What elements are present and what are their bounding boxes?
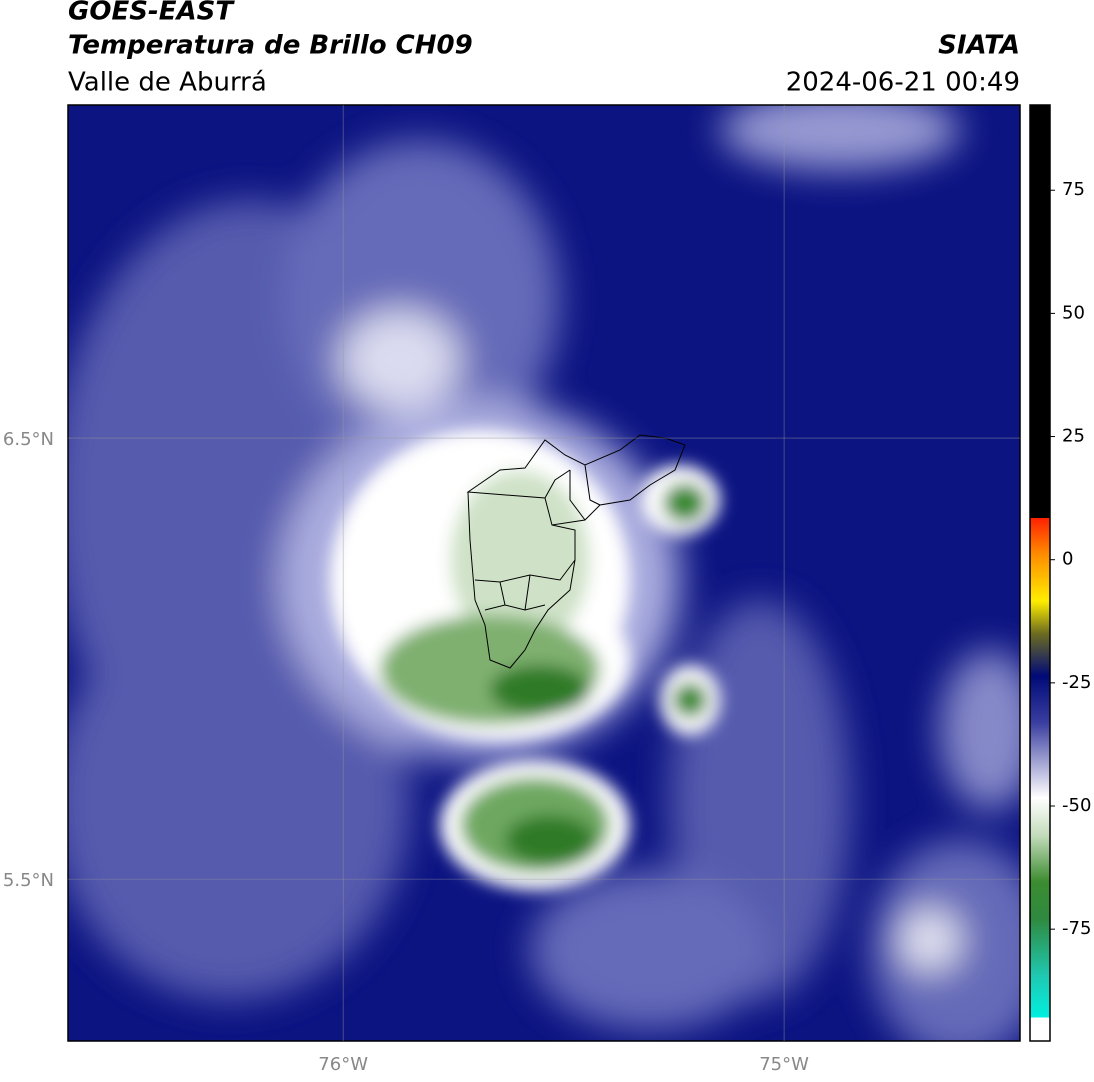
satellite-image xyxy=(68,105,1020,1041)
colorbar-tick-label: -25 xyxy=(1062,672,1091,693)
colorbar-tick-label: 75 xyxy=(1062,179,1085,200)
x-tick-label: 76°W xyxy=(318,1054,368,1075)
y-tick-label: 6.5°N xyxy=(3,429,54,450)
colorbar-tick-label: 50 xyxy=(1062,302,1085,323)
region: Valle de Aburrá xyxy=(68,68,267,98)
title: GOES-EAST xyxy=(68,0,235,27)
subtitle: Temperatura de Brillo CH09 xyxy=(68,31,473,61)
timestamp: 2024-06-21 00:49 xyxy=(786,68,1020,98)
x-tick-label: 75°W xyxy=(759,1054,809,1075)
colorbar-tick-label: 25 xyxy=(1062,426,1085,447)
source: SIATA xyxy=(938,31,1020,61)
municipal-boundaries xyxy=(466,434,686,669)
colorbar xyxy=(1029,104,1051,1042)
colorbar-tick-label: -75 xyxy=(1062,918,1091,939)
colorbar-tick-label: 0 xyxy=(1062,549,1073,570)
y-tick-label: 5.5°N xyxy=(3,870,54,891)
map-frame xyxy=(67,104,1021,1042)
colorbar-tick-label: -50 xyxy=(1062,795,1091,816)
